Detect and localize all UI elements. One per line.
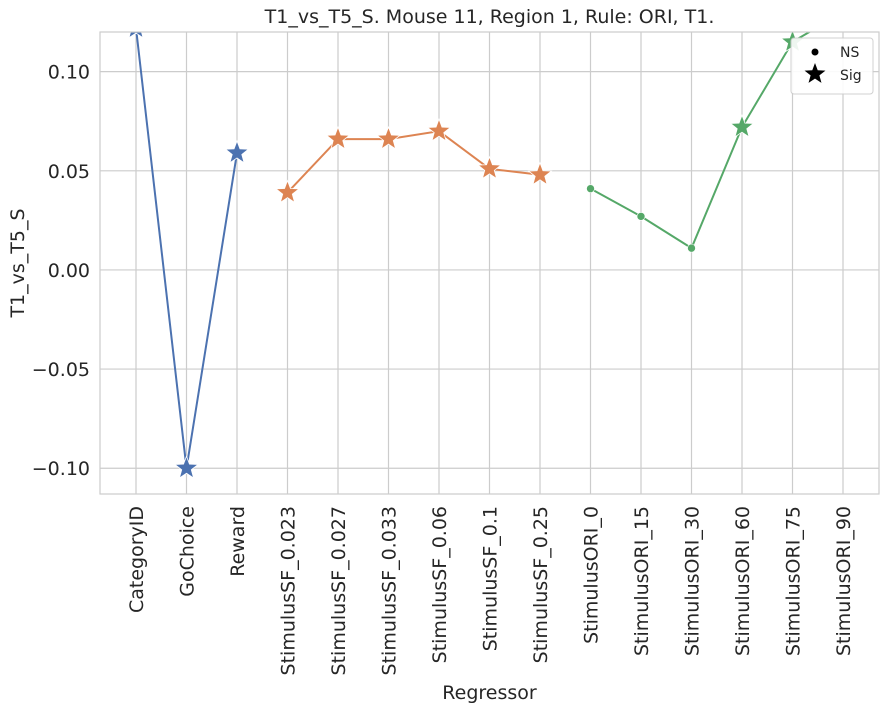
legend-frame	[790, 37, 874, 95]
x-tick-label: GoChoice	[177, 506, 199, 597]
x-tick-label: Reward	[227, 506, 249, 577]
series-line	[286, 130, 541, 194]
x-tick-label: StimulusORI_0	[581, 506, 603, 644]
series-line	[590, 32, 812, 250]
x-tick-label: StimulusORI_15	[631, 506, 653, 656]
data-point-sig	[477, 155, 502, 180]
data-point-sig	[426, 117, 452, 142]
data-point-sig	[729, 114, 755, 138]
data-point-sig	[527, 161, 553, 186]
data-point-sig	[832, 0, 855, 22]
data-point-ns	[636, 212, 646, 221]
legend-ns-label: NS	[840, 45, 859, 61]
y-tick-label: 0.10	[48, 62, 90, 84]
data-point-sig	[224, 139, 250, 164]
series-2	[275, 117, 553, 204]
x-tick-label: StimulusORI_30	[682, 506, 704, 656]
y-tick-label: −0.05	[32, 359, 90, 381]
data-point-ns	[687, 243, 696, 253]
y-axis-ticks: 0.10 0.05 0.00 −0.05 −0.10	[32, 62, 90, 481]
chart-title: T1_vs_T5_S. Mouse 11, Region 1, Rule: OR…	[264, 6, 715, 28]
legend-sig-label: Sig	[840, 68, 862, 84]
data-point-ns	[586, 184, 595, 193]
series-layer	[128, 0, 855, 479]
data-point-sig	[174, 455, 199, 479]
x-tick-label: StimulusORI_90	[833, 506, 855, 656]
grid	[100, 32, 879, 494]
y-tick-label: 0.00	[48, 260, 90, 282]
y-tick-label: 0.05	[48, 161, 90, 183]
legend: NS Sig	[790, 37, 874, 95]
plot-frame	[99, 31, 880, 495]
legend-sig-marker	[804, 63, 826, 83]
data-point-sig	[325, 125, 351, 150]
x-tick-label: StimulusSF_0.06	[429, 506, 451, 663]
x-axis-label: Regressor	[442, 682, 537, 704]
legend-star-icon	[804, 63, 826, 83]
x-tick-label: StimulusSF_0.033	[379, 506, 401, 675]
data-point-sig	[275, 179, 300, 204]
x-tick-label: StimulusORI_75	[783, 506, 805, 656]
series-1	[128, 32, 250, 479]
y-axis-label: T1_vs_T5_S	[7, 208, 29, 318]
x-tick-label: StimulusSF_0.027	[328, 506, 350, 675]
x-tick-label: StimulusSF_0.1	[480, 506, 502, 651]
x-axis-ticks: CategoryID GoChoice Reward StimulusSF_0.023…	[126, 506, 855, 675]
data-point-sig	[376, 125, 401, 150]
x-tick-label: CategoryID	[126, 506, 148, 613]
x-tick-label: StimulusSF_0.25	[530, 506, 552, 663]
legend-ns-marker	[811, 48, 819, 56]
x-tick-label: StimulusSF_0.023	[278, 506, 300, 675]
data-point-sig	[128, 32, 144, 39]
x-tick-label: StimulusORI_60	[732, 506, 754, 656]
y-tick-label: −0.10	[32, 458, 90, 480]
